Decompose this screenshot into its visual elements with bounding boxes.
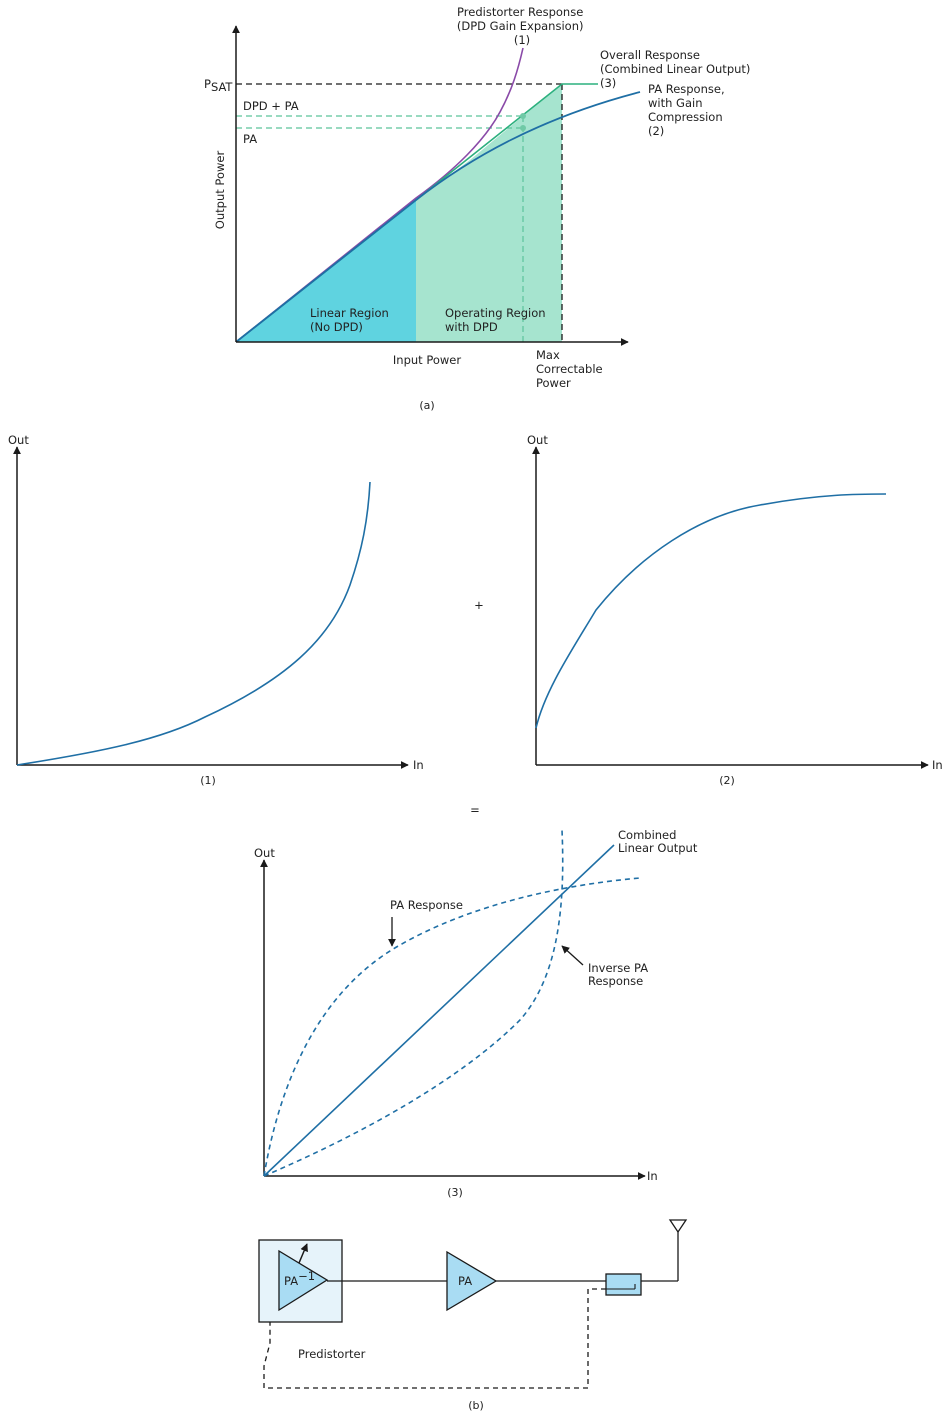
panel-1-y-label: Out — [8, 433, 29, 447]
operating-region-fill — [416, 84, 562, 342]
plus-sign: + — [474, 598, 484, 612]
panel-2-x-label: In — [932, 758, 943, 772]
pa-operating-dot — [520, 125, 526, 131]
dpd-pa-operating-dot — [520, 113, 526, 119]
panel-2: Out In (2) — [527, 433, 943, 787]
predistorter-response-curve — [235, 47, 524, 343]
predistorter-amp-label: PA−1 — [284, 1269, 315, 1288]
combined-linear-output-label: Combined Linear Output — [618, 828, 698, 855]
operating-region-label: Operating Region with DPD — [445, 306, 549, 334]
panel-3-x-label: In — [647, 1169, 658, 1183]
pa-response-curve — [235, 91, 641, 343]
inverse-pa-response-label: Inverse PA Response — [588, 961, 652, 988]
psat-label: PSAT — [204, 77, 233, 94]
adaptation-arrow — [298, 1243, 308, 1264]
gain-compression-curve — [535, 493, 887, 729]
combined-linear-output-line — [263, 844, 615, 1177]
feedback-path — [263, 1288, 606, 1389]
panel-1-x-label: In — [413, 758, 424, 772]
antenna-icon — [668, 1219, 688, 1234]
panel-2-y-label: Out — [527, 433, 548, 447]
dpd-pa-label: DPD + PA — [243, 99, 299, 113]
equals-sign: = — [470, 803, 480, 817]
panel-a-x-axis-label: Input Power — [393, 353, 461, 367]
pa-label: PA — [243, 132, 257, 146]
pa-amplifier — [446, 1250, 498, 1312]
panel-a: Output Power Input Power PSAT DPD + PA P… — [204, 5, 754, 412]
panel-b-caption: (b) — [468, 1399, 484, 1412]
panel-b: PA−1 PA Predistorter (b) — [258, 1219, 688, 1412]
panel-3-pa-response-label: PA Response — [390, 898, 463, 912]
overall-response-label: Overall Response (Combined Linear Output… — [600, 48, 754, 90]
inverse-pa-arrow — [561, 945, 584, 966]
predistorter-label: Predistorter — [298, 1347, 366, 1361]
pa-response-dashed-curve — [263, 877, 641, 1177]
predistorter-amplifier — [278, 1249, 329, 1312]
panel-a-caption: (a) — [419, 399, 434, 412]
inverse-pa-response-dashed-curve — [263, 829, 564, 1177]
directional-coupler — [605, 1273, 642, 1296]
max-correctable-power-label: Max Correctable Power — [536, 348, 606, 390]
panel-3-caption: (3) — [447, 1186, 463, 1199]
panel-2-caption: (2) — [719, 774, 735, 787]
panel-3-y-label: Out — [254, 846, 275, 860]
panel-1: Out In (1) — [8, 433, 424, 787]
pa-response-label: PA Response, with Gain Compression (2) — [648, 82, 728, 138]
linear-region-label: Linear Region (No DPD) — [310, 306, 392, 334]
panel-3: Out In Combined Linear Output PA Respons… — [254, 828, 698, 1199]
predistorter-response-label: Predistorter Response (DPD Gain Expansio… — [457, 5, 587, 47]
panel-a-y-axis-label: Output Power — [213, 151, 227, 230]
panel-1-caption: (1) — [200, 774, 216, 787]
pa-amp-label: PA — [458, 1274, 472, 1288]
gain-expansion-curve — [16, 481, 371, 766]
